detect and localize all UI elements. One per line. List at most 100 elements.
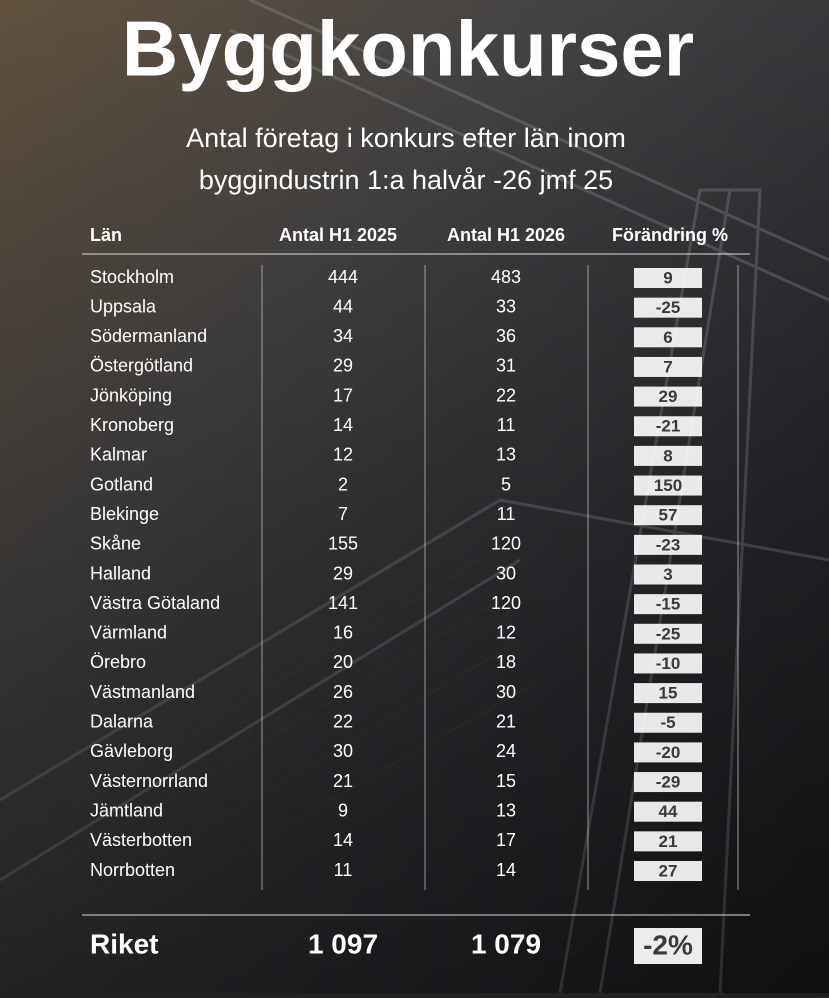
count-value: 13 xyxy=(496,445,516,465)
county-name: Uppsala xyxy=(90,296,157,316)
county-name: Dalarna xyxy=(90,712,154,732)
count-value: 2 xyxy=(338,474,348,494)
county-name: Södermanland xyxy=(90,326,207,346)
column-header: Antal H1 2025 xyxy=(279,225,397,245)
count-value: 31 xyxy=(496,356,516,376)
change-value: 57 xyxy=(659,506,678,525)
county-name: Jönköping xyxy=(90,385,172,405)
county-name: Kalmar xyxy=(90,445,147,465)
county-name: Blekinge xyxy=(90,504,159,524)
count-value: 120 xyxy=(491,593,521,613)
change-box xyxy=(634,831,702,852)
change-box xyxy=(634,268,702,288)
county-name: Jämtland xyxy=(90,800,163,820)
change-value: 15 xyxy=(659,684,678,703)
count-value: 33 xyxy=(496,296,516,316)
change-value: -5 xyxy=(660,713,675,732)
count-value: 9 xyxy=(338,800,348,820)
change-box xyxy=(634,801,702,822)
count-value: 30 xyxy=(496,563,516,583)
county-name: Värmland xyxy=(90,623,167,643)
count-value: 141 xyxy=(328,593,358,613)
change-value: -29 xyxy=(656,773,681,792)
change-box xyxy=(634,861,702,881)
count-value: 483 xyxy=(491,267,521,287)
change-box xyxy=(634,505,702,526)
count-value: 44 xyxy=(333,296,353,316)
county-name: Stockholm xyxy=(90,267,174,287)
count-value: 15 xyxy=(496,771,516,791)
change-value: 29 xyxy=(659,387,678,406)
county-name: Halland xyxy=(90,563,151,583)
change-value: 6 xyxy=(663,328,672,347)
count-value: 36 xyxy=(496,326,516,346)
count-value: 30 xyxy=(333,741,353,761)
subtitle: Antal företag i konkurs efter län inom xyxy=(186,123,626,153)
change-box xyxy=(634,327,702,348)
count-value: 444 xyxy=(328,267,358,287)
change-value: 27 xyxy=(659,861,678,880)
county-name: Kronoberg xyxy=(90,415,174,435)
count-value: 24 xyxy=(496,741,516,761)
subtitle: byggindustrin 1:a halvår -26 jmf 25 xyxy=(199,165,613,195)
count-value: 29 xyxy=(333,563,353,583)
count-value: 5 xyxy=(501,474,511,494)
change-value: -23 xyxy=(656,535,681,554)
change-value: 3 xyxy=(663,565,672,584)
count-value: 18 xyxy=(496,652,516,672)
county-name: Västerbotten xyxy=(90,830,192,850)
change-value: 9 xyxy=(663,268,672,287)
count-value: 11 xyxy=(497,504,516,524)
county-name: Östergötland xyxy=(90,356,193,376)
count-value: 34 xyxy=(333,326,353,346)
change-box xyxy=(634,386,702,407)
change-value: -10 xyxy=(656,654,681,673)
change-value: -25 xyxy=(656,298,681,317)
county-name: Örebro xyxy=(90,652,146,672)
count-value: 17 xyxy=(496,830,516,850)
count-value: 17 xyxy=(333,385,353,405)
change-value: -25 xyxy=(656,624,681,643)
county-name: Skåne xyxy=(90,534,141,554)
change-value: -20 xyxy=(656,743,681,762)
count-value: 20 xyxy=(333,652,353,672)
change-box xyxy=(634,297,702,318)
change-box xyxy=(634,475,702,496)
count-value: 22 xyxy=(333,712,353,732)
count-value: 7 xyxy=(338,504,348,524)
county-name: Norrbotten xyxy=(90,860,175,880)
change-box xyxy=(634,712,702,733)
change-box xyxy=(634,742,702,763)
change-box xyxy=(634,445,702,466)
county-name: Västernorrland xyxy=(90,771,208,791)
count-value: 30 xyxy=(496,682,516,702)
change-value: -15 xyxy=(656,595,681,614)
total-value: 1 097 xyxy=(308,928,378,959)
change-box xyxy=(634,623,702,644)
count-value: 11 xyxy=(497,415,516,435)
count-value: 120 xyxy=(491,534,521,554)
count-value: 22 xyxy=(496,385,516,405)
column-header: Antal H1 2026 xyxy=(447,225,565,245)
count-value: 12 xyxy=(496,623,516,643)
change-box xyxy=(634,772,702,793)
column-dividers xyxy=(261,265,739,890)
change-value: -21 xyxy=(656,417,681,436)
title: Byggkonkurser xyxy=(122,5,694,93)
count-value: 13 xyxy=(496,800,516,820)
count-value: 26 xyxy=(333,682,353,702)
count-value: 12 xyxy=(333,445,353,465)
count-value: 11 xyxy=(334,860,353,880)
count-value: 14 xyxy=(333,830,353,850)
change-box xyxy=(634,416,702,437)
count-value: 14 xyxy=(496,860,516,880)
change-box xyxy=(634,594,702,615)
count-value: 16 xyxy=(333,623,353,643)
change-value: 7 xyxy=(663,357,672,376)
change-box xyxy=(634,564,702,585)
total-value: 1 079 xyxy=(471,928,541,959)
count-value: 29 xyxy=(333,356,353,376)
count-value: 155 xyxy=(328,534,358,554)
